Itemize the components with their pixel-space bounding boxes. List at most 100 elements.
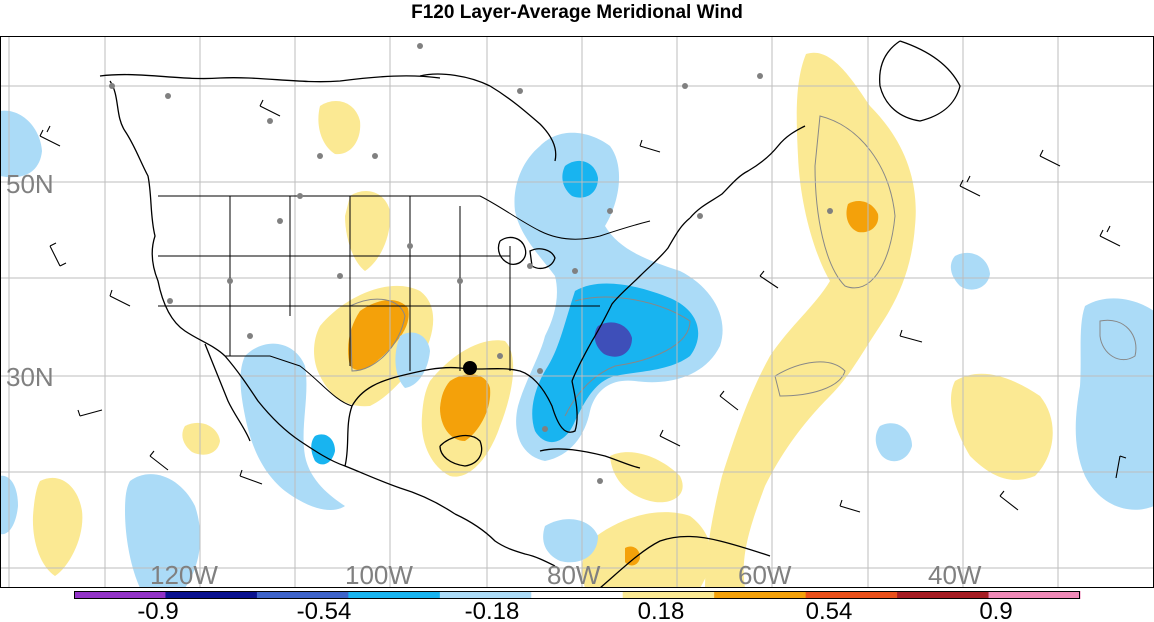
negative-medium-mexico [311, 434, 335, 465]
state-lines [158, 196, 600, 371]
colorbar-swatch [714, 591, 807, 599]
negative-region-central-am [543, 519, 598, 563]
station-dot [537, 368, 543, 374]
canada-east-coast [689, 125, 806, 219]
longitude-label-80w: 80W [547, 560, 601, 588]
station-dot [757, 73, 763, 79]
negative-dark-east-us [594, 322, 632, 357]
wind-barb [259, 99, 281, 117]
colorbar-swatch [897, 591, 990, 599]
longitude-label-100w: 100W [345, 560, 413, 588]
longitude-label-120w: 120W [150, 560, 218, 588]
arctic-coast [99, 73, 441, 83]
longitude-label-60w: 60W [738, 560, 792, 588]
station-dot [572, 268, 578, 274]
wind-barb [959, 175, 981, 197]
political-borders [158, 195, 651, 407]
wind-barb [1099, 225, 1121, 247]
negative-region-pacific [125, 474, 201, 588]
hudson-bay [419, 73, 557, 162]
colorbar-swatch [256, 591, 349, 599]
wind-barb [999, 490, 1019, 511]
station-dot [597, 478, 603, 484]
us-east-coast [571, 217, 691, 382]
wind-barbs [39, 99, 1127, 513]
positive-wind-shading [32, 52, 1053, 588]
colorbar-label: 0.9 [979, 598, 1012, 622]
station-dot [497, 353, 503, 359]
station-dot [527, 263, 533, 269]
wind-barb [77, 409, 103, 417]
colorbar-swatch [439, 591, 532, 599]
station-dot [165, 93, 171, 99]
station-dot [247, 333, 253, 339]
north-america-west-coast [109, 80, 456, 515]
wind-barb [639, 139, 661, 153]
us-canada-border [158, 195, 651, 240]
negative-region-alaska [0, 110, 42, 178]
positive-region-atlantic-band [705, 52, 916, 588]
station-markers [109, 43, 833, 484]
wind-barb [239, 469, 263, 485]
location-marker [463, 361, 477, 375]
positive-region-plains [345, 191, 391, 271]
colorbar: -0.9 -0.54 -0.18 0.18 0.54 0.9 [74, 591, 1081, 622]
station-dot [337, 273, 343, 279]
central-america [454, 513, 556, 567]
longitude-label-40w: 40W [928, 560, 982, 588]
wind-barb [39, 125, 61, 147]
contour-line [564, 296, 691, 417]
wind-barb [759, 270, 779, 289]
wind-barb [719, 390, 739, 411]
wind-barb [109, 289, 131, 307]
station-dot [297, 193, 303, 199]
station-dot [227, 278, 233, 284]
yucatan [439, 434, 483, 467]
contour-line [1099, 319, 1137, 361]
meridional-wind-map: 50N 30N 120W 100W 80W 60W 40W [0, 36, 1154, 588]
positive-region-canada [318, 101, 361, 155]
station-dot [407, 243, 413, 249]
colorbar-swatch [165, 591, 258, 599]
station-dot [267, 118, 273, 124]
colorbar-label: 0.54 [806, 598, 853, 622]
colorbar-swatches [74, 591, 1081, 599]
latitude-label-50n: 50N [6, 169, 54, 199]
colorbar-swatch [988, 591, 1081, 599]
negative-region-gulf-mex [395, 332, 430, 388]
station-dot [277, 218, 283, 224]
wind-barb [1039, 149, 1061, 167]
station-dot [317, 153, 323, 159]
colorbar-swatch [622, 591, 715, 599]
positive-region-pacific [32, 477, 83, 576]
negative-region-atlantic-north [950, 252, 990, 290]
colorbar-swatch [348, 591, 441, 599]
colorbar-label: -0.9 [137, 598, 178, 622]
station-dot [457, 278, 463, 284]
wind-barb [1115, 455, 1127, 479]
negative-region-mexico [240, 343, 345, 511]
negative-region-east-atlantic [1075, 298, 1154, 510]
baja-california [204, 343, 251, 442]
wind-barb [49, 242, 67, 267]
station-dot [167, 298, 173, 304]
negative-medium-gl [562, 160, 598, 198]
wind-barb [839, 499, 861, 513]
graticule [0, 36, 1154, 588]
negative-region-atlantic-mid [875, 423, 912, 462]
south-america-north [599, 535, 771, 588]
contour-line [774, 361, 846, 397]
wind-barb [659, 429, 681, 447]
positive-orange-sa [625, 546, 640, 566]
station-dot [417, 43, 423, 49]
station-dot [372, 153, 378, 159]
positive-region-baja [182, 422, 220, 455]
positive-orange-atlantic [846, 201, 879, 233]
colorbar-swatch [805, 591, 898, 599]
positive-orange-gulf [440, 374, 491, 441]
positive-region-sa-north [582, 512, 711, 588]
us-mexico-border [225, 355, 353, 407]
colorbar-label: 0.18 [638, 598, 685, 622]
contour-line [349, 298, 406, 372]
colorbar-frame [74, 591, 1080, 599]
